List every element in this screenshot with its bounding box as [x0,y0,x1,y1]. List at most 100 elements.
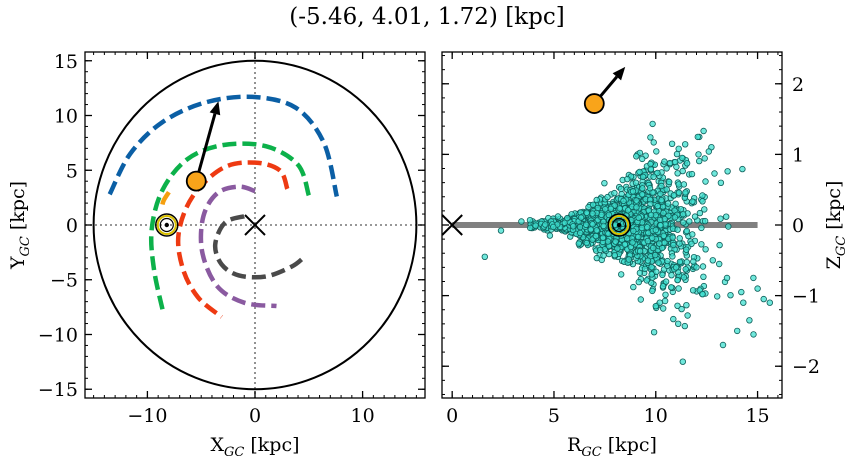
star-point [597,246,604,254]
sun-inner-ring [612,217,627,233]
star-point [705,148,712,155]
star-point [679,210,687,218]
star-point [652,226,659,234]
star-point [589,210,596,217]
star-point [635,214,642,221]
star-point [717,215,724,222]
star-point [650,139,657,146]
star-point [666,159,674,167]
star-point [599,234,607,241]
star-point [683,227,690,235]
star-point [654,202,661,210]
star-point [724,168,731,175]
star-point [714,293,721,300]
spiral-arm-gray [212,214,305,280]
star-point [636,269,644,277]
right-y-axis-label: ZGC [kpc] [823,181,849,270]
star-point [639,173,647,181]
spiral-arm-purple [198,184,277,309]
sun-outer-ring [155,213,179,237]
star-point [701,217,709,225]
star-point [600,222,607,230]
star-point [647,134,654,141]
star-point [663,165,670,172]
star-point [680,219,687,226]
star-point [648,264,655,271]
star-point [654,169,661,177]
star-point [740,299,747,306]
x-tick-label: 0 [249,405,261,427]
star-point [738,288,745,296]
star-point [652,251,659,259]
right-x-axis-label: RGC [kpc] [567,434,657,460]
star-point [647,160,654,168]
star-point [669,253,676,260]
star-point [683,246,690,253]
star-point [750,274,757,282]
star-point [636,247,644,255]
star-point [670,315,677,323]
star-point [716,241,723,249]
star-point [683,160,691,167]
star-point [656,216,664,224]
star-point [680,181,688,188]
star-point [698,224,705,232]
star-point [695,151,702,158]
star-point [663,186,670,193]
star-point [675,285,682,292]
y-tick-label: 5 [66,160,78,182]
star-point [633,197,640,204]
star-point [636,168,643,176]
star-point [575,240,582,247]
sun-marker [155,213,179,237]
star-point [526,216,534,224]
star-point [668,284,675,291]
star-point [690,258,697,265]
star-point [682,189,689,196]
star-point [638,224,646,232]
y-tick-label: −15 [38,379,78,401]
star-point [659,283,667,290]
star-point [653,148,660,155]
star-point [657,190,664,198]
star-point [672,264,680,271]
galactic-center-marker [244,214,266,236]
star-point [600,252,607,259]
x-tick-label: 15 [745,405,769,427]
star-point [684,312,691,319]
star-point [601,179,608,187]
star-point [699,192,706,199]
star-point [592,232,600,240]
star-point [647,200,654,208]
star-point [564,214,571,222]
star-point [497,227,505,234]
star-point [604,238,612,245]
star-point [754,285,761,292]
sun-center-dot [616,222,622,228]
spiral-arm-orange [159,190,171,211]
star-point [605,230,612,237]
star-point [668,140,676,147]
y-tick-label: 10 [54,106,78,128]
star-point [648,271,655,278]
star-point [570,223,577,230]
star-point [699,263,707,270]
star-point [662,278,670,285]
left-y-axis-label: YGC [kpc] [7,181,33,270]
star-point [629,188,637,195]
y-tick-label: −10 [38,324,78,346]
star-point [674,226,681,233]
star-point [666,178,673,186]
object-position-marker [185,170,207,192]
star-point [746,317,753,324]
star-point [635,278,642,286]
velocity-arrow-head [612,66,626,81]
star-point [638,191,646,198]
star-point [701,155,708,162]
left-ticks: −10 0 10 −15 −10 −5 0 5 10 15 [38,51,425,427]
star-point [683,259,690,266]
scatter-points [481,120,773,365]
star-point [542,221,549,228]
y-tick-label: 15 [54,51,78,73]
star-point [723,213,730,220]
